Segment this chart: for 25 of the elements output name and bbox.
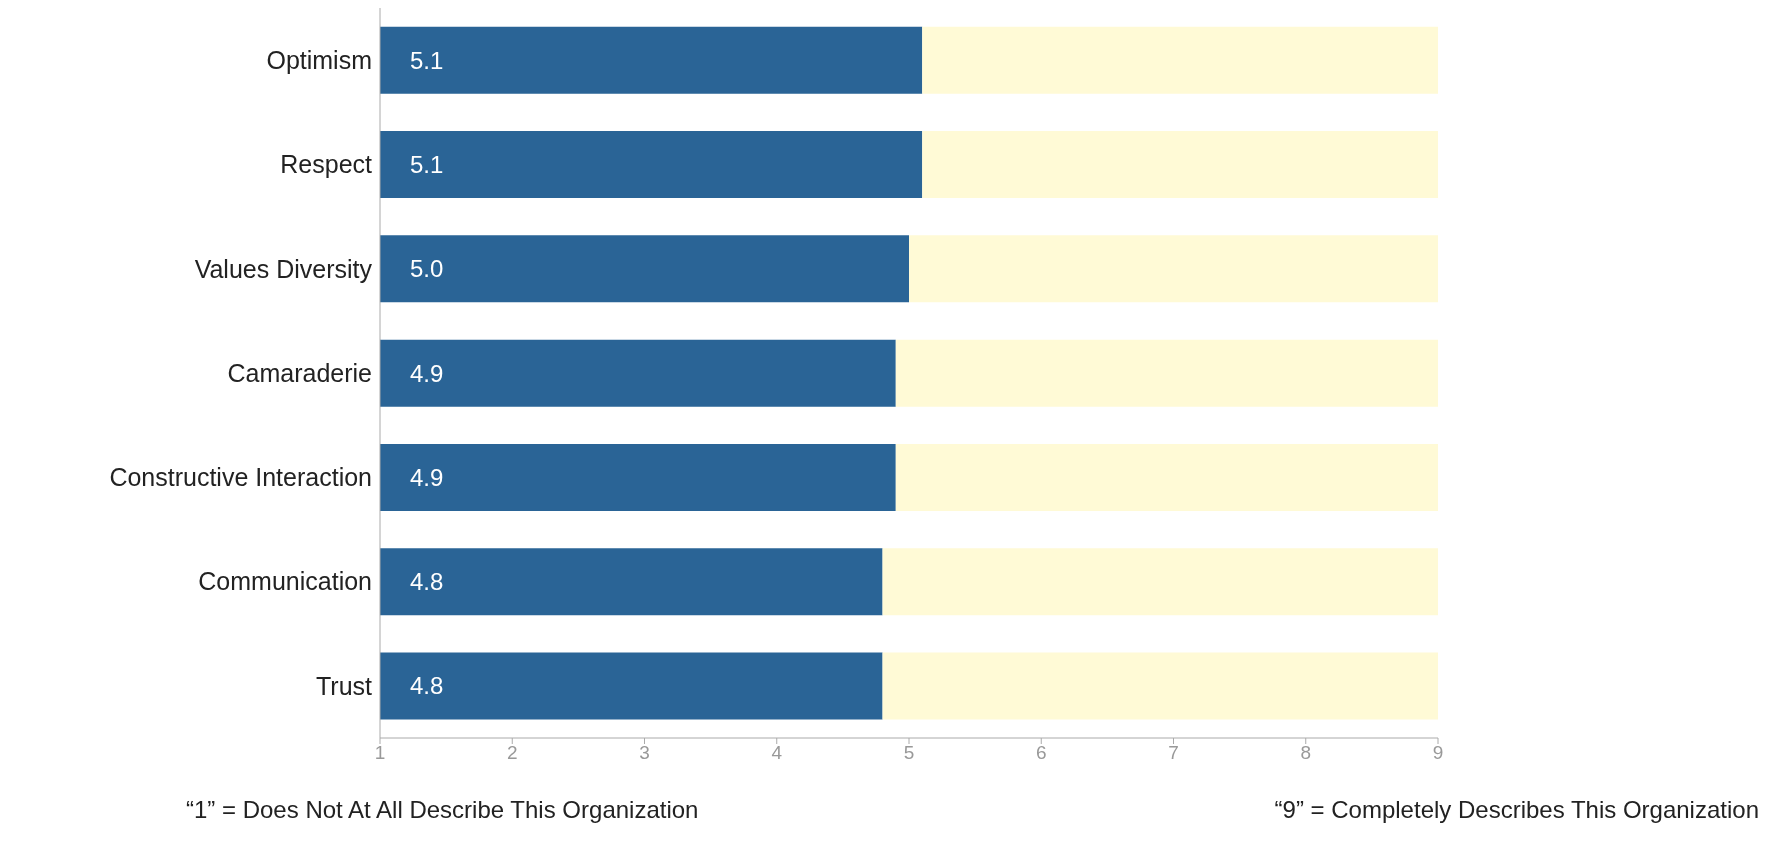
x-tick-label: 4 [771, 742, 783, 764]
x-tick-label: 2 [506, 742, 518, 764]
y-tick-label: Respect [280, 150, 373, 179]
y-tick-label: Values Diversity [194, 254, 373, 283]
y-tick-label: Camaraderie [227, 358, 372, 387]
data-label: 4.9 [410, 463, 444, 491]
y-tick-label: Optimism [266, 46, 372, 75]
y-tick-label: Constructive Interaction [109, 463, 372, 492]
x-tick-label: 3 [639, 742, 650, 764]
data-label: 5.1 [410, 46, 444, 74]
data-label: 5.0 [410, 255, 444, 283]
x-tick-label: 1 [374, 742, 386, 764]
y-tick-label: Trust [315, 671, 373, 700]
x-tick-label: 5 [903, 742, 915, 764]
data-label: 4.8 [410, 672, 444, 700]
text: “9” = Completely Describes This Organization [1274, 796, 1759, 824]
x-tick-label: 6 [1035, 742, 1047, 764]
x-tick-label: 9 [1432, 742, 1444, 764]
x-tick-label: 7 [1168, 742, 1179, 764]
data-label: 4.8 [410, 568, 444, 596]
y-tick-label: Communication [198, 567, 372, 596]
x-tick-label: 8 [1300, 742, 1312, 764]
data-label: 5.1 [410, 150, 444, 178]
text: “1” = Does Not At All Describe This Organization [186, 796, 699, 824]
data-label: 4.9 [410, 359, 444, 387]
